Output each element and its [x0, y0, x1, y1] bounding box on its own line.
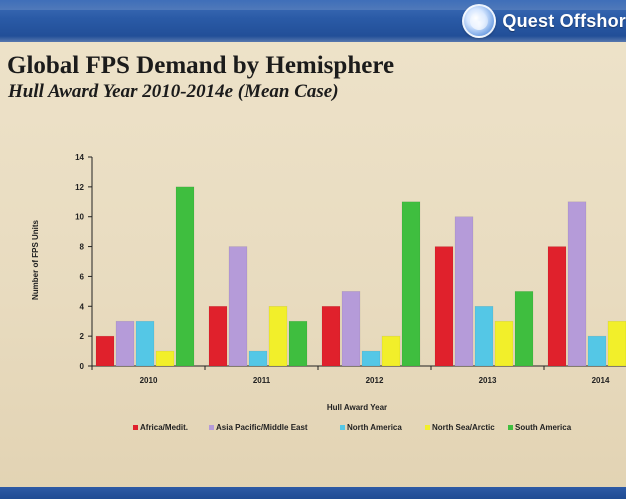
legend-label: North America [347, 423, 402, 432]
x-axis-label: Hull Award Year [327, 403, 387, 412]
bar [514, 291, 534, 367]
bar [321, 305, 341, 367]
y-tick-label: 0 [80, 362, 85, 371]
legend-label: North Sea/Arctic [432, 423, 495, 432]
bar [208, 305, 228, 367]
bar [494, 320, 514, 367]
legend-label: South America [515, 423, 572, 432]
bar [381, 335, 401, 367]
bar [361, 350, 381, 367]
page-subtitle: Hull Award Year 2010-2014e (Mean Case) [8, 81, 339, 102]
logo-text: Quest Offshor [502, 10, 626, 31]
bar [607, 320, 626, 367]
bar [248, 350, 268, 367]
bar [228, 246, 248, 367]
brand-logo: Quest Offshor [462, 4, 626, 38]
legend-swatch [209, 425, 214, 430]
bar [115, 320, 135, 367]
y-tick-label: 6 [80, 272, 85, 281]
x-tick-label: 2010 [140, 376, 158, 385]
y-tick-label: 2 [80, 332, 85, 341]
bar [474, 305, 494, 367]
bar [547, 246, 567, 367]
legend-swatch [508, 425, 513, 430]
x-tick-label: 2012 [366, 376, 384, 385]
page-title: Global FPS Demand by Hemisphere [7, 52, 395, 79]
chart-root: 0 2 4 6 8 10 12 14 Number of FPS Units 2010 2011 20… [31, 153, 626, 432]
y-tick-label: 10 [75, 213, 84, 222]
legend-label: Africa/Medit. [140, 423, 188, 432]
bar [454, 216, 474, 367]
legend-swatch [133, 425, 138, 430]
bar [401, 201, 421, 367]
header-bar: Quest Offshor [0, 0, 626, 42]
x-tick-label: 2014 [592, 376, 610, 385]
bar [567, 201, 587, 367]
y-axis-label: Number of FPS Units [31, 219, 40, 300]
bar [155, 350, 175, 367]
bar [341, 291, 361, 367]
legend-swatch [340, 425, 345, 430]
quest-offshore-logo-icon [462, 4, 497, 38]
legend-label: Asia Pacific/Middle East [216, 423, 308, 432]
bar [288, 320, 308, 367]
footer-bar [0, 487, 626, 499]
bar [587, 335, 607, 367]
bar [95, 335, 115, 367]
bar [268, 305, 288, 367]
legend-swatch [425, 425, 430, 430]
x-tick-label: 2013 [479, 376, 497, 385]
y-tick-label: 12 [75, 183, 84, 192]
bar [434, 246, 454, 367]
x-tick-label: 2011 [253, 376, 271, 385]
y-tick-label: 14 [75, 153, 84, 162]
y-tick-label: 8 [80, 243, 85, 252]
bar [135, 320, 155, 367]
y-tick-label: 4 [80, 302, 85, 311]
bar [175, 186, 195, 367]
